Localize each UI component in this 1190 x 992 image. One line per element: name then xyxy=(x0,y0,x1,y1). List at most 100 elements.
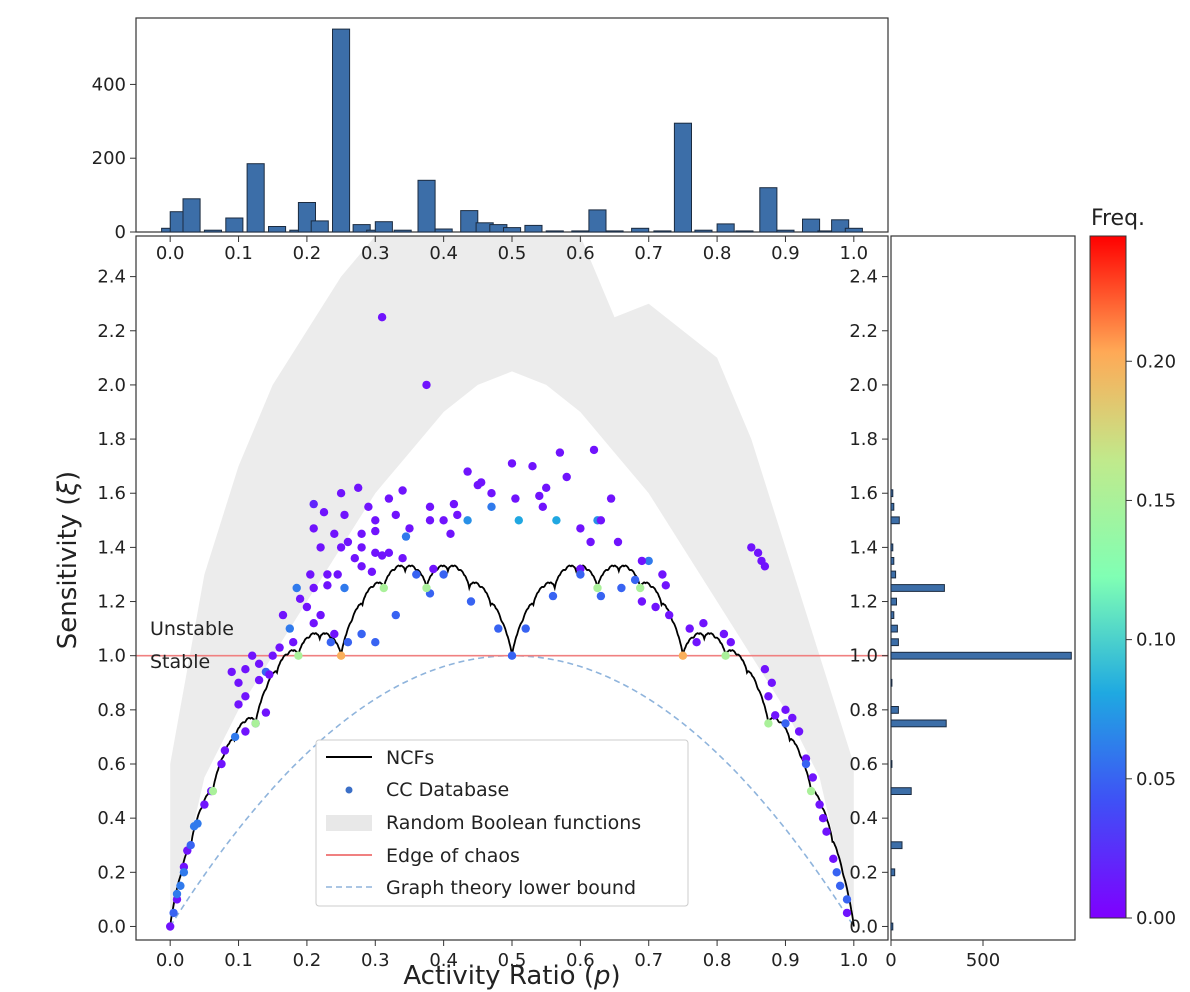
cc-database-point xyxy=(842,895,852,904)
cc-database-point xyxy=(251,719,260,728)
colorbar: Freq. 0.00 0.05 0.10 0.15 0.20 xyxy=(1089,206,1176,929)
top-histogram-bar xyxy=(225,217,244,233)
cc-database-point xyxy=(511,494,520,503)
cc-database-point xyxy=(764,719,773,728)
cc-database-point xyxy=(781,705,790,714)
cc-database-point xyxy=(186,841,195,850)
cc-database-point xyxy=(391,510,400,520)
main-x-ticks: 0.0 0.1 0.2 0.3 0.4 0.5 0.6 0.7 0.8 0.9 1.0 xyxy=(156,940,868,971)
cc-database-point xyxy=(285,624,294,633)
cc-database-point xyxy=(241,727,250,736)
cc-database-point xyxy=(234,678,243,687)
y-tick-label-inner: 0.8 xyxy=(849,700,878,721)
cc-database-point xyxy=(589,445,599,455)
cc-database-point xyxy=(343,537,353,547)
top-histogram-bar xyxy=(716,223,735,233)
cc-database-point xyxy=(463,516,472,525)
top-histogram-bar xyxy=(631,227,650,233)
cc-database-point xyxy=(357,543,366,552)
cc-database-point xyxy=(234,700,243,709)
cc-database-point xyxy=(538,502,547,511)
y-tick-label: 1.6 xyxy=(97,483,126,504)
y-tick-label: 1.4 xyxy=(97,537,126,558)
top-x-tick-label-inner: 0.5 xyxy=(498,243,527,264)
right-histogram-bar xyxy=(890,706,899,714)
x-tick-label: 1.0 xyxy=(839,950,868,971)
top-histogram-bar xyxy=(503,227,522,233)
cc-database-point xyxy=(379,583,388,593)
legend-bound-label: Graph theory lower bound xyxy=(386,877,636,899)
cc-database-point xyxy=(169,908,178,918)
top-histogram-bar xyxy=(571,230,590,233)
top-histogram-bar xyxy=(802,218,821,233)
right-histogram-bar xyxy=(890,489,894,498)
colorbar-tick-label: 0.10 xyxy=(1136,630,1176,651)
cc-database-point xyxy=(453,510,462,520)
cc-database-point xyxy=(248,651,257,660)
x-axis-label: Activity Ratio (p) xyxy=(403,961,620,991)
cc-database-point xyxy=(371,638,380,647)
random-boolean-band xyxy=(170,236,854,927)
top-histogram-bar xyxy=(417,179,436,233)
cc-database-point xyxy=(354,483,363,492)
cc-database-point xyxy=(330,629,339,639)
cc-database-point xyxy=(548,591,558,601)
cc-database-point xyxy=(326,638,335,647)
x-tick-label: 0.9 xyxy=(771,950,800,971)
cc-database-point xyxy=(576,524,585,533)
main-y-ticks: 0.0 0.2 0.4 0.6 0.8 1.0 1.2 1.4 1.6 1.8 2.0 2.2 2.4 xyxy=(97,267,136,937)
y-tick-label-inner: 1.0 xyxy=(849,646,878,667)
top-histogram-bar xyxy=(844,227,863,233)
top-x-tick-label-inner: 0.8 xyxy=(703,243,732,264)
right-histogram-bar xyxy=(890,719,947,728)
cc-database-point xyxy=(268,651,277,660)
cc-database-point xyxy=(521,624,530,633)
cc-database-point xyxy=(278,610,288,620)
cc-database-point xyxy=(265,670,274,679)
y-tick-label-inner: 0.4 xyxy=(849,808,878,829)
cc-database-point xyxy=(721,651,730,660)
cc-database-point xyxy=(835,881,845,890)
cc-database-point xyxy=(357,562,366,571)
top-histogram-bar xyxy=(605,230,624,233)
top-histogram-bars xyxy=(161,28,863,233)
y-tick-label-inner: 1.4 xyxy=(849,537,878,558)
cc-database-point xyxy=(340,583,349,593)
legend-random-swatch xyxy=(326,815,372,831)
cc-database-point xyxy=(176,881,185,890)
right-x-tick-label: 0 xyxy=(885,950,896,971)
x-tick-label: 0.5 xyxy=(498,950,527,971)
legend-cc-swatch xyxy=(345,786,353,794)
cc-database-point xyxy=(528,462,537,471)
top-histogram-bar xyxy=(831,219,850,233)
cc-database-point xyxy=(336,543,346,552)
cc-database-point xyxy=(794,727,804,736)
cc-database-point xyxy=(294,651,303,660)
cc-database-point xyxy=(815,800,824,809)
x-tick-label: 0.8 xyxy=(703,950,732,971)
cc-database-point xyxy=(377,551,387,560)
cc-database-point xyxy=(220,746,230,755)
cc-database-point xyxy=(398,554,407,563)
top-histogram-bar xyxy=(434,228,453,233)
cc-database-point xyxy=(230,732,240,742)
annotation-stable: Stable xyxy=(150,651,210,673)
legend-cc-label: CC Database xyxy=(386,779,509,801)
cc-database-point xyxy=(384,494,394,503)
right-histogram-bar xyxy=(890,516,900,525)
cc-database-point xyxy=(613,537,623,547)
x-tick-label: 0.3 xyxy=(361,950,390,971)
cc-database-point xyxy=(596,591,606,601)
x-tick-label: 0.7 xyxy=(634,950,663,971)
right-histogram-bar xyxy=(890,651,1072,660)
cc-database-point xyxy=(586,537,595,547)
y-tick-label-inner: 0.2 xyxy=(849,862,878,883)
cc-database-point xyxy=(606,494,616,503)
top-x-tick-label-inner: 0.9 xyxy=(771,243,800,264)
y-tick-label: 2.2 xyxy=(97,321,126,342)
cc-database-point xyxy=(637,556,647,566)
cc-database-point xyxy=(719,629,729,639)
y-tick-label: 1.8 xyxy=(97,429,126,450)
cc-database-point xyxy=(487,489,496,498)
top-histogram-bar xyxy=(694,229,713,233)
